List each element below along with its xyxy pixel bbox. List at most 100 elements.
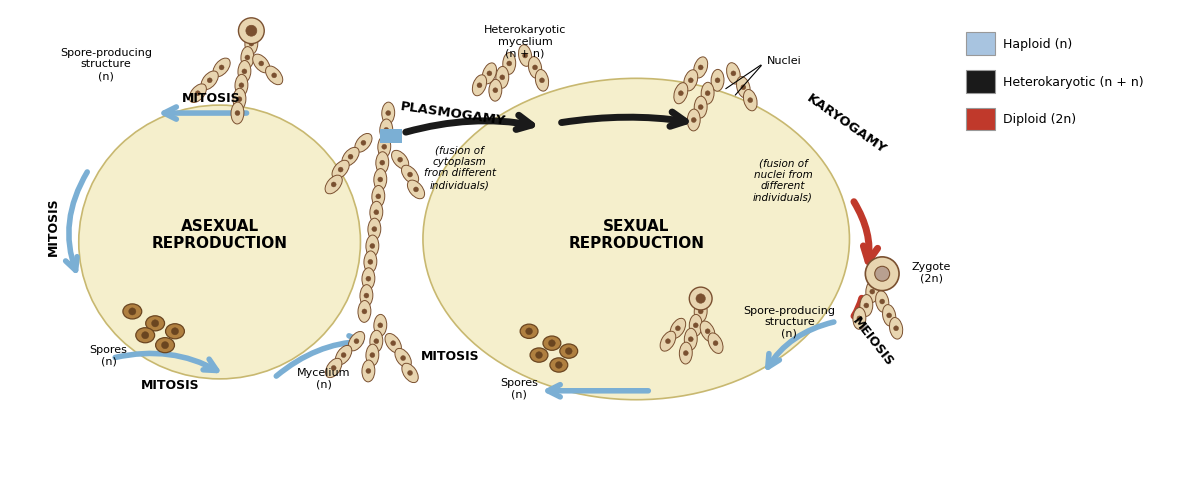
Ellipse shape (683, 71, 697, 91)
Ellipse shape (123, 304, 142, 319)
Ellipse shape (472, 76, 486, 97)
Text: Haploid (n): Haploid (n) (1003, 38, 1073, 51)
Circle shape (683, 351, 688, 356)
Circle shape (699, 309, 703, 314)
Ellipse shape (368, 219, 381, 241)
Circle shape (142, 332, 149, 339)
Text: MITOSIS: MITOSIS (46, 197, 59, 256)
Circle shape (378, 323, 382, 328)
Circle shape (689, 287, 712, 310)
Circle shape (398, 158, 402, 163)
Ellipse shape (674, 83, 688, 105)
Circle shape (693, 323, 699, 328)
Ellipse shape (136, 328, 155, 343)
Ellipse shape (326, 359, 342, 378)
Circle shape (354, 339, 359, 344)
Circle shape (730, 72, 736, 76)
FancyArrowPatch shape (116, 354, 217, 371)
Ellipse shape (395, 348, 412, 368)
Circle shape (219, 66, 224, 71)
Ellipse shape (689, 315, 702, 336)
Circle shape (696, 294, 706, 303)
Circle shape (874, 267, 890, 282)
Ellipse shape (235, 75, 248, 97)
Bar (380, 130, 402, 144)
Ellipse shape (369, 331, 382, 352)
Ellipse shape (145, 316, 164, 331)
Ellipse shape (375, 152, 388, 174)
FancyArrowPatch shape (276, 336, 361, 377)
Text: Heterokaryotic
mycelium
(n + n): Heterokaryotic mycelium (n + n) (484, 25, 566, 58)
Ellipse shape (853, 308, 866, 330)
Ellipse shape (372, 186, 385, 208)
Circle shape (208, 79, 212, 84)
Ellipse shape (362, 268, 375, 290)
Circle shape (532, 66, 538, 71)
Ellipse shape (422, 79, 850, 400)
Bar (965, 71, 995, 93)
Circle shape (706, 329, 710, 334)
Bar (965, 108, 995, 131)
Circle shape (487, 72, 492, 76)
Circle shape (857, 316, 861, 321)
FancyArrowPatch shape (768, 322, 834, 367)
Text: SEXUAL
REPRODUCTION: SEXUAL REPRODUCTION (569, 218, 704, 251)
Ellipse shape (483, 64, 497, 85)
Ellipse shape (530, 348, 548, 363)
Text: Mycelium
(n): Mycelium (n) (297, 367, 350, 389)
Ellipse shape (876, 291, 889, 313)
Ellipse shape (860, 295, 873, 317)
Ellipse shape (374, 315, 387, 336)
Circle shape (374, 211, 379, 215)
Ellipse shape (366, 345, 379, 366)
Ellipse shape (326, 176, 342, 195)
Ellipse shape (360, 285, 373, 307)
Circle shape (699, 66, 703, 71)
Circle shape (413, 188, 419, 193)
Circle shape (196, 91, 201, 96)
Circle shape (870, 289, 874, 294)
Circle shape (368, 260, 373, 265)
Ellipse shape (238, 61, 251, 83)
Circle shape (372, 227, 376, 232)
Circle shape (715, 79, 720, 84)
Ellipse shape (369, 202, 382, 224)
Circle shape (341, 353, 346, 358)
Ellipse shape (559, 344, 578, 359)
Ellipse shape (79, 106, 360, 379)
Circle shape (706, 91, 710, 96)
Text: (fusion of
nuclei from
different
individuals): (fusion of nuclei from different individ… (753, 158, 813, 202)
Circle shape (688, 337, 693, 342)
Circle shape (238, 84, 244, 89)
Ellipse shape (700, 321, 715, 342)
Ellipse shape (253, 55, 270, 74)
Ellipse shape (529, 58, 542, 79)
Ellipse shape (332, 161, 349, 180)
Ellipse shape (680, 343, 693, 364)
Ellipse shape (245, 34, 257, 55)
Ellipse shape (684, 329, 697, 350)
Circle shape (362, 309, 367, 314)
Ellipse shape (687, 110, 700, 132)
Circle shape (525, 328, 532, 335)
Circle shape (565, 348, 572, 355)
Circle shape (864, 303, 868, 308)
Circle shape (407, 371, 413, 376)
Text: KARYOGAMY: KARYOGAMY (805, 91, 889, 156)
Ellipse shape (385, 334, 401, 353)
Text: Heterokaryotic (n + n): Heterokaryotic (n + n) (1003, 76, 1143, 89)
Ellipse shape (694, 58, 708, 79)
Circle shape (237, 97, 242, 103)
Circle shape (258, 62, 264, 67)
Ellipse shape (231, 103, 244, 125)
Circle shape (162, 342, 169, 349)
Circle shape (245, 26, 257, 37)
Circle shape (384, 128, 388, 133)
Text: Spores
(n): Spores (n) (90, 345, 127, 366)
Circle shape (242, 70, 247, 75)
Ellipse shape (660, 332, 676, 351)
Circle shape (339, 168, 343, 173)
Circle shape (713, 341, 719, 346)
Ellipse shape (701, 83, 714, 105)
Circle shape (678, 91, 683, 96)
